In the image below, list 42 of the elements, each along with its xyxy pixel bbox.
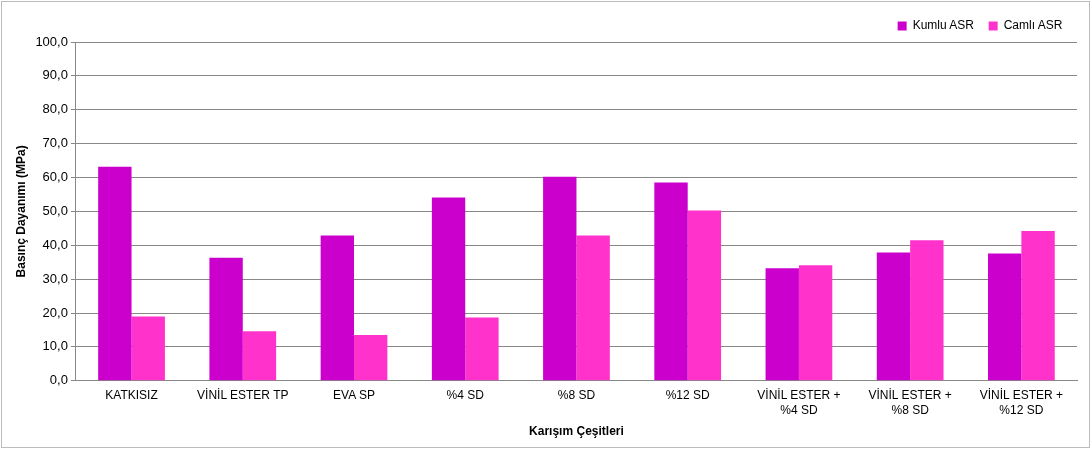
bar [242, 331, 277, 381]
x-tick-label: %4 SD [446, 388, 485, 403]
bar [576, 235, 610, 381]
bar [209, 257, 243, 381]
legend-label: Kumlu ASR [912, 18, 975, 33]
x-tick-label: VİNİL ESTER + %12 SD [979, 388, 1064, 417]
y-tick-label: 20,0 [42, 304, 68, 320]
bar [431, 197, 466, 381]
bar [98, 166, 132, 381]
legend-label: Camlı ASR [1003, 18, 1063, 33]
x-tick-label: VİNİL ESTER TP [197, 388, 289, 403]
bar [1021, 231, 1055, 381]
bar [354, 335, 388, 381]
x-tick-label: EVA SP [333, 388, 375, 403]
bar [988, 253, 1022, 381]
x-tick-label: VİNİL ESTER + %4 SD [757, 388, 841, 417]
y-tick-label: 10,0 [42, 338, 68, 354]
bar [654, 182, 688, 381]
x-tick-label: %8 SD [557, 388, 596, 403]
y-tick-label: 40,0 [42, 236, 68, 252]
bar [543, 176, 577, 381]
bar [910, 240, 944, 381]
bar [320, 235, 355, 381]
y-tick-label: 60,0 [42, 169, 68, 185]
x-tick-label: VİNİL ESTER + %8 SD [868, 388, 952, 417]
x-tick-label: %12 SD [665, 388, 711, 403]
y-tick-label: 100,0 [35, 33, 68, 49]
y-tick-label: 50,0 [42, 202, 68, 218]
x-axis-title: Karışım Çeşitleri [529, 424, 624, 439]
bar [687, 210, 722, 381]
bar [131, 316, 165, 381]
y-tick-label: 0,0 [49, 372, 68, 388]
y-tick-label: 80,0 [42, 101, 68, 117]
x-tick-label: KATKISIZ [105, 388, 158, 403]
y-axis-title: Basınç Dayanımı (MPa) [13, 145, 28, 278]
y-tick-label: 90,0 [42, 67, 68, 83]
bar [465, 317, 499, 381]
y-tick-label: 30,0 [42, 270, 68, 286]
bar [798, 265, 833, 381]
y-tick-label: 70,0 [42, 135, 68, 151]
bar [765, 268, 799, 381]
bar [876, 252, 911, 381]
